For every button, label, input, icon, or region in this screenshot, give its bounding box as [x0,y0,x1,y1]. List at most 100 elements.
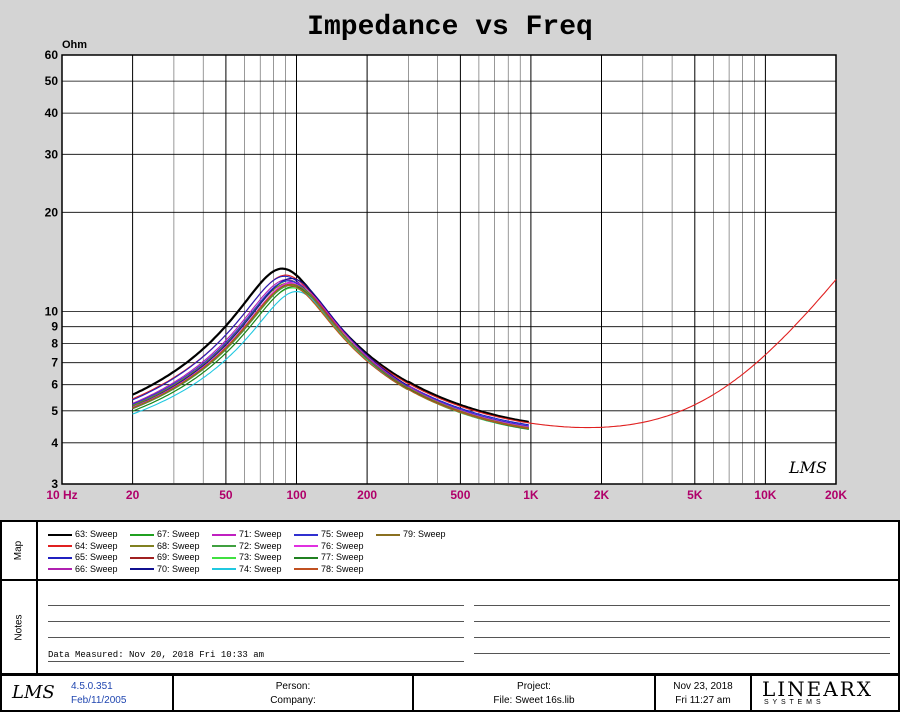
lms-logo: LMS [788,458,827,477]
version: 4.5.0.351 [71,681,113,692]
legend-label: 67: Sweep [157,529,200,539]
x-tick-label: 1K [523,488,539,502]
legend-label: 71: Sweep [239,529,282,539]
file-label: File: Sweet 16s.lib [493,695,575,706]
x-tick-label: 20 [126,488,140,502]
legend-swatch [212,556,236,559]
legend-item: 77: Sweep [294,552,364,562]
report-date: Nov 23, 2018 [673,681,733,692]
x-tick-label: 50 [219,488,233,502]
legend-label: 77: Sweep [321,552,364,562]
x-tick-label: 10 Hz [46,488,77,502]
legend-item: 78: Sweep [294,564,364,574]
x-tick-labels: 10 Hz 20 50 100 200 500 1K 2K 5K 10K 20K [46,488,847,502]
legend-item: 65: Sweep [48,552,118,562]
note-line [474,605,890,606]
y-unit-label: Ohm [62,39,87,51]
legend-label: 73: Sweep [239,552,282,562]
footer-logo-cell: LMS [2,676,66,712]
legend-label: 76: Sweep [321,540,364,551]
brand-logo: LINEARX [762,677,874,701]
y-tick-label: 8 [51,337,58,351]
footer-logo: LMS [12,682,55,703]
legend-swatch [130,533,154,536]
chart-title: Impedance vs Freq [307,12,593,43]
legend-label: 75: Sweep [321,529,364,539]
y-tick-label: 4 [51,436,58,450]
legend-swatch [212,545,236,548]
note-line [48,661,464,662]
y-tick-label: 5 [51,404,58,418]
y-tick-label: 7 [51,356,58,370]
legend-swatch [294,545,318,548]
footer: LMS 4.5.0.351 Feb/11/2005 Person: Compan… [0,674,900,712]
legend-item: 71: Sweep [212,529,282,539]
y-tick-label: 30 [45,147,59,161]
brand-sub: S Y S T E M S [764,699,822,706]
legend-item: 79: Sweep [376,529,446,539]
map-panel: Map 63: Sweep 64: Sweep 65: Sweep 66: Sweep… [0,520,900,581]
data-measured: Data Measured: Nov 20, 2018 Fri 10:33 am [48,650,265,660]
date-cell: Nov 23, 2018 Fri 11:27 am [656,676,752,712]
legend-label: 69: Sweep [157,552,200,562]
x-tick-label: 200 [357,488,377,502]
legend-label: 79: Sweep [403,529,446,539]
legend-label: 68: Sweep [157,540,200,551]
y-tick-label: 10 [45,305,59,319]
legend-item: 68: Sweep [130,541,200,551]
version-date: Feb/11/2005 [71,695,127,706]
y-tick-label: 40 [45,106,59,120]
legend-label: 74: Sweep [239,563,282,574]
x-tick-label: 2K [594,488,610,502]
legend-item: 69: Sweep [130,552,200,562]
y-tick-label: 6 [51,378,58,392]
y-tick-label: 60 [45,48,59,62]
note-line [48,637,464,638]
legend-swatch [48,568,72,571]
legend-swatch [130,545,154,548]
x-tick-label: 5K [687,488,703,502]
note-line [474,637,890,638]
legend-label: 63: Sweep [75,529,118,539]
impedance-chart: Impedance vs Freq Ohm 3 4 5 6 7 8 910 20 30 40 50 6… [45,12,848,502]
legend-swatch [48,533,72,536]
legend-swatch [212,533,236,536]
notes-panel: Notes Data Measured: Nov 20, 2018 Fri 10… [0,579,900,675]
series-line [132,283,529,429]
series-curves [132,267,837,431]
legend-label: 72: Sweep [239,540,282,551]
version-cell: 4.5.0.351 Feb/11/2005 [66,676,174,712]
legend-item: 67: Sweep [130,529,200,539]
legend-item: 75: Sweep [294,529,364,539]
legend-swatch [294,533,318,536]
note-line [474,621,890,622]
map-label: Map [2,522,38,579]
project-label: Project: [517,681,551,692]
legend-swatch [48,545,72,548]
x-tick-label: 500 [450,488,470,502]
series-line [132,284,529,430]
note-line [48,605,464,606]
report-time: Fri 11:27 am [675,695,731,706]
legend-item: 74: Sweep [212,564,282,574]
legend-item: 66: Sweep [48,564,118,574]
legend-swatch [130,556,154,559]
notes-label: Notes [2,581,38,673]
legend-label: 65: Sweep [75,552,118,562]
company-label: Company: [270,695,316,706]
brand-cell: LINEARX S Y S T E M S [752,676,898,712]
plot-area [61,54,837,485]
legend-swatch [376,533,400,536]
x-tick-label: 10K [754,488,776,502]
legend-item: 72: Sweep [212,541,282,551]
legend-swatch [294,556,318,559]
note-line [474,653,890,654]
legend-label: 64: Sweep [75,540,118,551]
y-tick-labels: 3 4 5 6 7 8 910 20 30 40 50 60 [45,48,59,491]
legend-label: 66: Sweep [75,563,118,574]
legend-item: 64: Sweep [48,541,118,551]
legend-swatch [212,568,236,571]
note-line [48,621,464,622]
legend-item: 76: Sweep [294,541,364,551]
project-cell: Project: File: Sweet 16s.lib [414,676,656,712]
